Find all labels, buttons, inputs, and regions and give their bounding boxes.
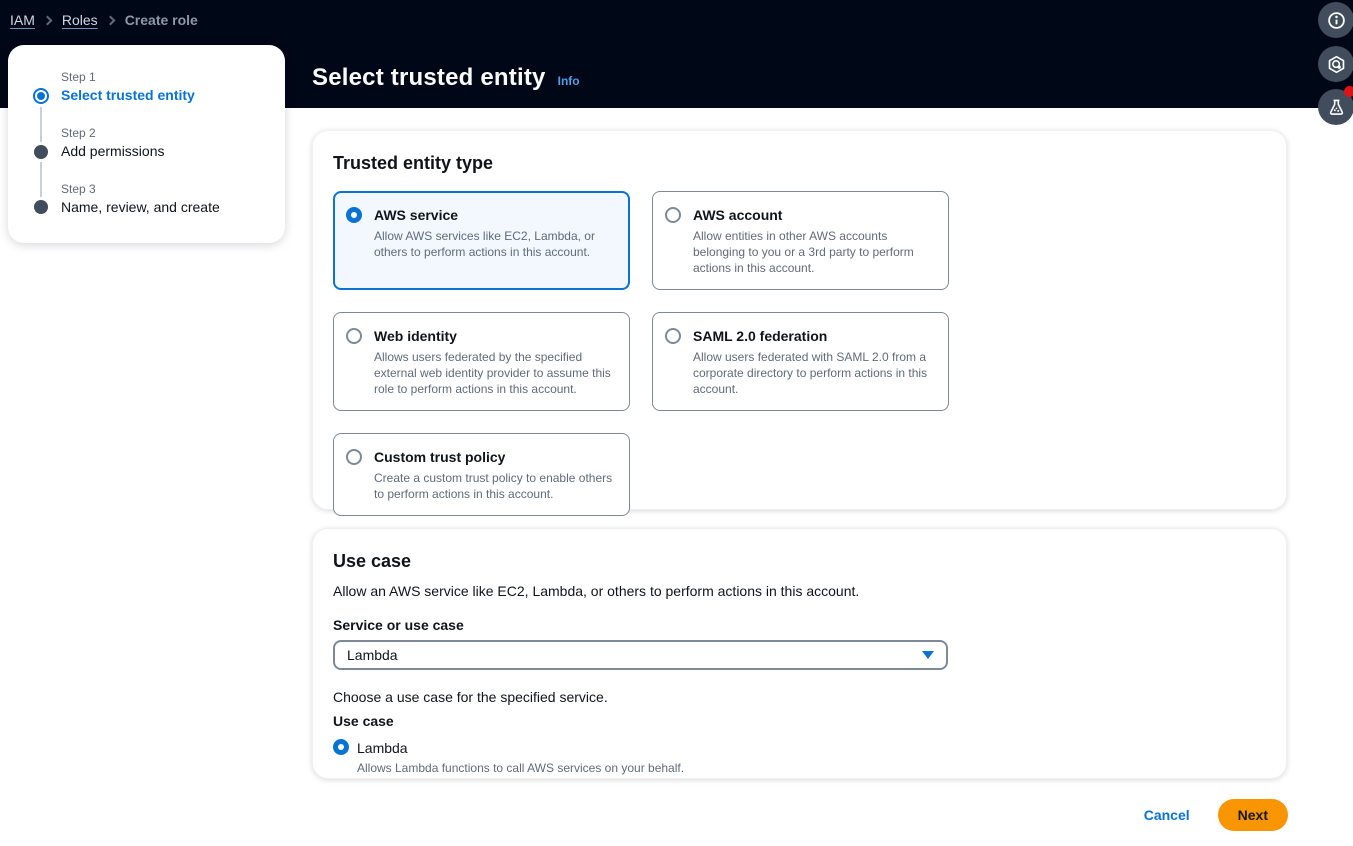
tile-text: Custom trust policy Create a custom trus…: [374, 447, 617, 502]
info-icon: [1327, 11, 1346, 30]
step-3-label[interactable]: Name, review, and create: [61, 199, 220, 215]
use-case-label: Use case: [333, 713, 394, 729]
tile-web-identity[interactable]: Web identity Allows users federated by t…: [333, 312, 630, 411]
info-link[interactable]: Info: [557, 74, 580, 88]
tile-aws-account[interactable]: AWS account Allow entities in other AWS …: [652, 191, 949, 290]
radio-unchecked-icon: [346, 328, 362, 344]
step-1-bullet-icon: [33, 88, 49, 104]
trusted-entity-tiles: AWS service Allow AWS services like EC2,…: [333, 191, 949, 516]
trusted-entity-heading: Trusted entity type: [333, 153, 494, 173]
use-case-option-description: Allows Lambda functions to call AWS serv…: [357, 761, 685, 775]
step-2-item[interactable]: Step 2 Add permissions: [61, 125, 165, 161]
breadcrumb: IAM Roles Create role: [10, 12, 198, 28]
breadcrumb-iam-link[interactable]: IAM: [10, 12, 35, 28]
tile-title: Custom trust policy: [374, 449, 506, 465]
chevron-down-icon: [922, 651, 934, 659]
use-case-option-text: Lambda Allows Lambda functions to call A…: [357, 738, 684, 776]
radio-checked-icon: [346, 207, 362, 223]
step-2-eyebrow: Step 2: [61, 126, 96, 140]
info-panel-button[interactable]: [1318, 2, 1353, 38]
tile-title: Web identity: [374, 328, 457, 344]
choose-use-case-text: Choose a use case for the specified serv…: [333, 689, 608, 705]
chevron-right-icon: [42, 15, 53, 25]
tile-text: AWS account Allow entities in other AWS …: [693, 205, 936, 276]
step-3-eyebrow: Step 3: [61, 182, 96, 196]
tile-title: SAML 2.0 federation: [693, 328, 828, 344]
step-1-item[interactable]: Step 1 Select trusted entity: [61, 69, 195, 105]
step-2-bullet-icon: [34, 145, 48, 159]
service-select[interactable]: Lambda: [333, 640, 948, 670]
trusted-entity-card: Trusted entity type AWS service Allow AW…: [312, 130, 1287, 516]
tile-aws-service[interactable]: AWS service Allow AWS services like EC2,…: [333, 191, 630, 290]
chevron-right-icon: [105, 15, 116, 25]
radio-unchecked-icon: [665, 328, 681, 344]
step-1-label[interactable]: Select trusted entity: [61, 87, 195, 103]
tile-saml-federation[interactable]: SAML 2.0 federation Allow users federate…: [652, 312, 949, 411]
page-title-row: Select trusted entity Info: [312, 64, 580, 92]
radio-unchecked-icon: [665, 207, 681, 223]
use-case-heading: Use case: [333, 551, 412, 571]
tile-custom-trust-policy[interactable]: Custom trust policy Create a custom trus…: [333, 433, 630, 516]
cancel-button[interactable]: Cancel: [1143, 807, 1190, 823]
tile-description: Allows users federated by the specified …: [374, 350, 611, 396]
tile-text: Web identity Allows users federated by t…: [374, 326, 617, 397]
use-case-option-lambda[interactable]: Lambda Allows Lambda functions to call A…: [333, 738, 1266, 776]
radio-checked-icon: [333, 739, 349, 755]
tile-title: AWS account: [693, 207, 783, 223]
radio-unchecked-icon: [346, 449, 362, 465]
use-case-option-title: Lambda: [357, 740, 408, 756]
tile-title: AWS service: [374, 207, 459, 223]
next-button[interactable]: Next: [1217, 799, 1288, 831]
q-assistant-icon: [1327, 55, 1346, 74]
page-title: Select trusted entity: [312, 64, 546, 91]
use-case-card: Use case Allow an AWS service like EC2, …: [312, 528, 1287, 779]
breadcrumb-roles-link[interactable]: Roles: [61, 12, 98, 28]
step-1-eyebrow: Step 1: [61, 70, 96, 84]
tile-description: Allow entities in other AWS accounts bel…: [693, 229, 914, 275]
service-select-value: Lambda: [347, 647, 398, 663]
notification-dot: [1344, 86, 1353, 97]
footer-actions: Cancel Next: [312, 798, 1288, 832]
use-case-description: Allow an AWS service like EC2, Lambda, o…: [333, 583, 860, 599]
tile-text: AWS service Allow AWS services like EC2,…: [374, 205, 617, 276]
tile-description: Allow AWS services like EC2, Lambda, or …: [374, 229, 595, 259]
tile-description: Allow users federated with SAML 2.0 from…: [693, 350, 928, 396]
breadcrumb-current: Create role: [124, 12, 198, 28]
step-3-bullet-icon: [34, 200, 48, 214]
service-select-label: Service or use case: [333, 617, 464, 633]
step-3-item[interactable]: Step 3 Name, review, and create: [61, 181, 220, 217]
step-2-label[interactable]: Add permissions: [61, 143, 165, 159]
tile-description: Create a custom trust policy to enable o…: [374, 471, 613, 501]
lab-flask-icon: [1327, 98, 1346, 117]
tile-text: SAML 2.0 federation Allow users federate…: [693, 326, 936, 397]
q-assistant-button[interactable]: [1318, 46, 1353, 82]
steps-panel: Step 1 Select trusted entity Step 2 Add …: [8, 45, 285, 243]
